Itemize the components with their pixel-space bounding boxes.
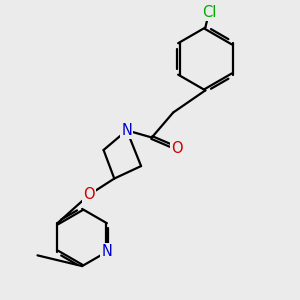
Text: N: N <box>101 244 112 259</box>
Text: O: O <box>171 141 183 156</box>
Text: N: N <box>121 123 132 138</box>
Text: O: O <box>83 187 95 202</box>
Text: Cl: Cl <box>202 5 216 20</box>
